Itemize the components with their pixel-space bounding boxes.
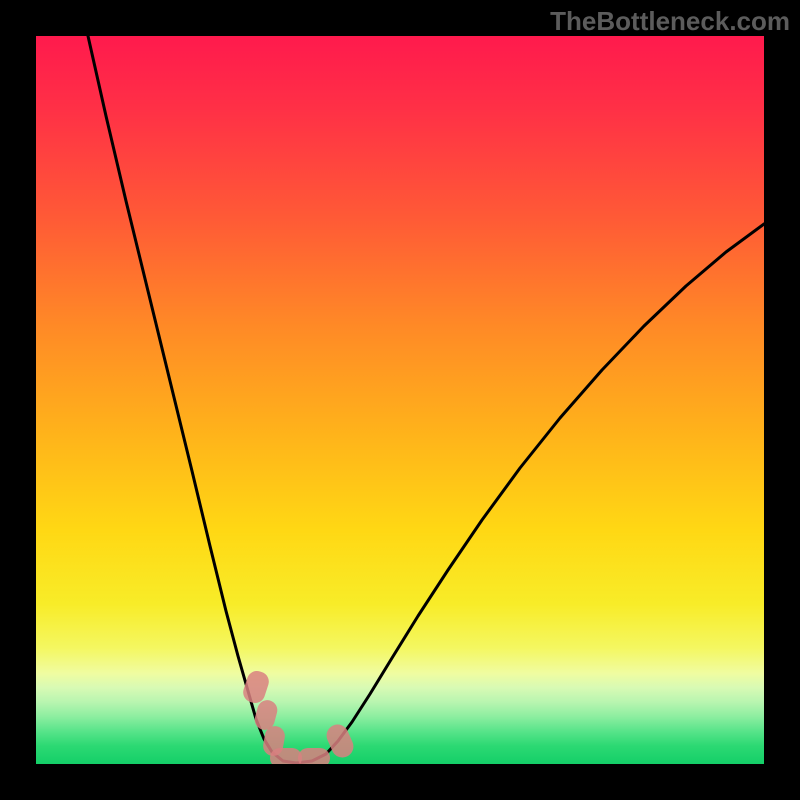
watermark-text: TheBottleneck.com	[550, 6, 790, 37]
marker-blob	[298, 748, 330, 764]
gradient-background	[36, 36, 764, 764]
marker-blob	[270, 748, 302, 764]
